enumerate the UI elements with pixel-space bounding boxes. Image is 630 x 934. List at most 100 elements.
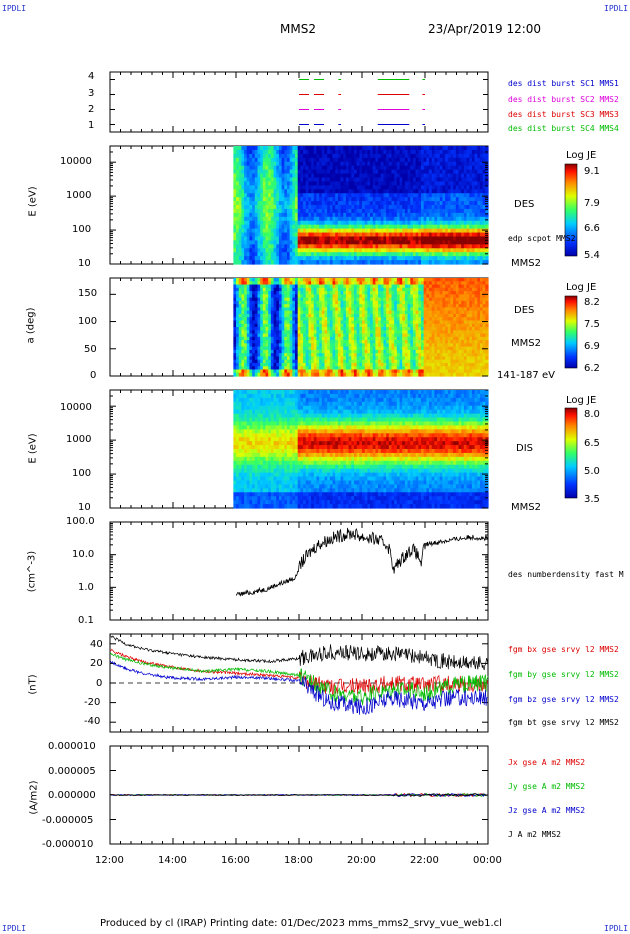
des-energy-cell (270, 244, 275, 249)
des-pitch-cell (273, 340, 277, 344)
des-energy-cell (270, 149, 275, 155)
des-pitch-cell (257, 304, 261, 308)
des-pitch-cell (364, 291, 368, 295)
des-energy-cell (295, 165, 299, 171)
des-energy-cell (343, 189, 347, 194)
des-energy-cell (265, 189, 269, 194)
des-pitch-cell (252, 304, 256, 308)
des-pitch-cell (305, 294, 310, 299)
des-energy-cell (458, 220, 462, 226)
des-energy-cell (431, 244, 435, 249)
des-energy-cell (429, 216, 433, 222)
des-energy-cell (356, 153, 360, 159)
des-energy-cell (383, 149, 387, 155)
des-energy-cell (383, 244, 387, 249)
des-energy-cell (458, 248, 462, 253)
des-energy-cell (463, 165, 468, 171)
des-energy-cell (418, 252, 422, 257)
des-energy-cell (321, 236, 326, 241)
des-pitch-cell (254, 323, 259, 328)
des-energy-cell (375, 205, 379, 210)
des-energy-cell (273, 189, 277, 194)
des-energy-cell (461, 193, 465, 198)
des-pitch-cell (265, 333, 269, 338)
des-energy-cell (348, 228, 352, 234)
des-pitch-cell (327, 362, 331, 367)
des-energy-cell (319, 220, 323, 226)
des-energy-cell (297, 232, 301, 238)
des-energy-cell (370, 252, 374, 257)
des-energy-cell (260, 157, 264, 163)
des-energy-cell (469, 153, 473, 159)
des-energy-cell (278, 252, 283, 257)
des-pitch-cell (329, 313, 334, 318)
des-energy-cell (233, 228, 237, 234)
des-pitch-cell (351, 336, 355, 341)
des-energy-cell (308, 173, 312, 179)
des-pitch-cell (337, 327, 342, 331)
des-pitch-cell (260, 356, 264, 361)
des-pitch-cell (270, 313, 275, 318)
des-pitch-cell (241, 291, 245, 295)
des-energy-cell (477, 244, 481, 249)
des-energy-cell (313, 244, 318, 249)
des-energy-cell (378, 224, 382, 230)
des-energy-cell (262, 248, 267, 253)
des-pitch-cell (286, 330, 291, 335)
des-energy-cell (437, 244, 441, 249)
des-energy-cell (319, 181, 323, 186)
des-energy-cell (437, 149, 441, 155)
des-energy-cell (455, 185, 460, 190)
des-pitch-cell (262, 297, 267, 302)
des-energy-cell (308, 165, 312, 171)
des-energy-cell (386, 173, 390, 179)
des-energy-cell (375, 197, 379, 202)
des-energy-cell (458, 197, 462, 202)
des-energy-cell (289, 197, 293, 202)
des-energy-cell (426, 146, 430, 151)
des-energy-cell (284, 153, 288, 159)
des-energy-cell (319, 240, 323, 245)
des-pitch-cell (286, 320, 291, 325)
des-energy-cell (319, 252, 323, 257)
des-energy-cell (434, 220, 438, 226)
des-pitch-cell (356, 281, 360, 286)
des-energy-cell (289, 240, 293, 245)
des-energy-cell (453, 185, 457, 190)
des-pitch-cell (270, 284, 275, 289)
des-energy-cell (238, 244, 243, 249)
des-pitch-cell (254, 313, 259, 318)
des-energy-cell (233, 193, 237, 198)
des-pitch-cell (343, 359, 347, 364)
des-energy-cell (391, 149, 395, 155)
des-energy-cell (439, 193, 444, 198)
des-pitch-cell (313, 359, 318, 364)
des-energy-cell (367, 244, 371, 249)
des-pitch-cell (335, 278, 339, 282)
des-energy-cell (420, 236, 425, 241)
des-energy-cell (337, 153, 342, 159)
des-pitch-cell (276, 330, 280, 335)
des-energy-cell (445, 189, 449, 194)
des-pitch-cell (359, 366, 363, 371)
des-energy-cell (249, 224, 253, 230)
des-energy-cell (300, 244, 304, 249)
des-energy-cell (455, 153, 460, 159)
des-energy-cell (447, 236, 452, 241)
des-pitch-cell (249, 281, 253, 286)
des-pitch-cell (300, 336, 304, 341)
des-pitch-cell (359, 310, 363, 315)
des-pitch-cell (297, 300, 301, 305)
des-energy-cell (356, 232, 360, 238)
des-pitch-cell (327, 300, 331, 305)
des-energy-cell (399, 208, 403, 214)
des-energy-cell (254, 197, 259, 202)
des-pitch-cell (340, 336, 344, 341)
des-pitch-cell (241, 366, 245, 371)
des-pitch-cell (348, 333, 352, 338)
des-energy-cell (335, 189, 339, 194)
des-energy-cell (378, 216, 382, 222)
des-pitch-cell (284, 281, 288, 286)
des-pitch-cell (313, 346, 318, 351)
des-energy-cell (388, 252, 393, 257)
